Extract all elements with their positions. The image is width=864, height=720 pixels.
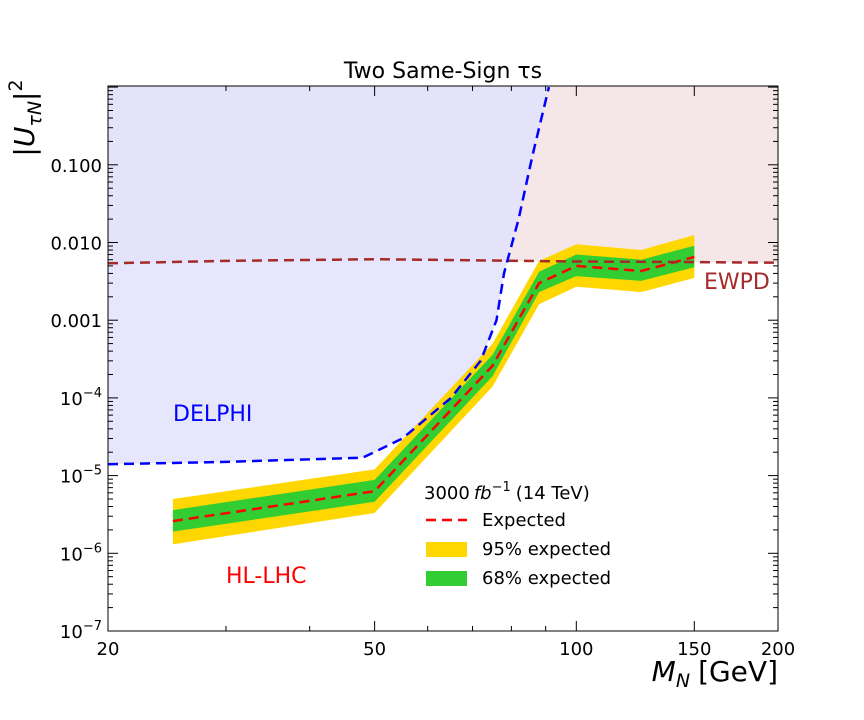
- y-tick-label: 10−4: [60, 386, 102, 410]
- legend-lumi-exp: −1: [492, 480, 511, 495]
- x-label-unit: [GeV]: [698, 655, 778, 688]
- legend: 3000 fb−1 (14 TeV) Expected 95% expected 6…: [424, 480, 611, 589]
- ewpd-boundary-line: [107, 257, 779, 265]
- legend-header: 3000 fb−1 (14 TeV): [424, 480, 590, 504]
- legend-lumi-value: 3000: [424, 483, 470, 504]
- y-tick-label: 10−6: [60, 541, 102, 565]
- legend-68-swatch: [426, 571, 467, 586]
- x-tick-label: 100: [559, 639, 593, 660]
- hl-lhc-label: HL-LHC: [226, 564, 307, 589]
- band-68: [172, 245, 695, 532]
- y-label-sup: 2: [5, 79, 27, 91]
- y-label-sub: τN: [24, 101, 46, 127]
- y-tick-exponent: −5: [83, 464, 102, 479]
- chart-title: Two Same-Sign τs: [343, 59, 542, 84]
- x-label-main: M: [652, 655, 676, 688]
- y-tick-label: 0.010: [50, 234, 102, 255]
- y-axis-label: |UτN|2: [5, 79, 46, 156]
- y-tick-label: 10−7: [60, 619, 102, 643]
- y-label-tail: |: [8, 92, 41, 101]
- y-tick-label: 10−5: [60, 464, 102, 488]
- legend-lumi-unit: fb: [474, 483, 492, 504]
- legend-expected-label: Expected: [482, 510, 566, 531]
- y-tick-exponent: −7: [83, 619, 102, 634]
- legend-95-swatch: [426, 542, 467, 557]
- y-tick-mantissa: 10: [60, 622, 83, 643]
- x-label-sub: N: [676, 670, 690, 692]
- x-axis-label: MN [GeV]: [652, 655, 778, 692]
- expected-line: [172, 255, 695, 523]
- plot-frame: [107, 85, 779, 632]
- x-tick-label: 200: [761, 639, 795, 660]
- y-tick-exponent: −4: [83, 386, 102, 401]
- y-tick-mantissa: 10: [60, 467, 83, 488]
- delphi-excluded-region: [108, 86, 549, 465]
- delphi-boundary-line: [107, 86, 551, 466]
- x-tick-label: 20: [97, 639, 120, 660]
- y-tick-mantissa: 10: [60, 544, 83, 565]
- x-tick-label: 50: [363, 639, 386, 660]
- legend-energy: (14 TeV): [516, 483, 590, 504]
- y-tick-exponent: −6: [83, 541, 102, 556]
- ewpd-label: EWPD: [704, 270, 770, 295]
- legend-95-label: 95% expected: [482, 539, 611, 560]
- y-label-base: |U: [8, 127, 41, 157]
- x-tick-label: 150: [677, 639, 711, 660]
- y-tick-mantissa: 10: [60, 389, 83, 410]
- legend-68-label: 68% expected: [482, 568, 611, 589]
- y-tick-label: 0.001: [50, 311, 102, 332]
- delphi-label: DELPHI: [173, 402, 252, 427]
- y-tick-label: 0.100: [50, 156, 102, 177]
